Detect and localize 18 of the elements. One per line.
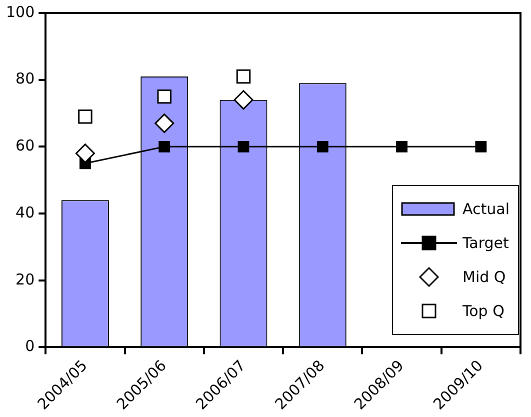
- y-tick-label: 40: [16, 203, 35, 222]
- point: [396, 140, 408, 152]
- point: [157, 89, 172, 104]
- legend-label: Target: [462, 234, 509, 252]
- legend-label: Top Q: [462, 302, 504, 320]
- y-tick-label: 0: [25, 337, 35, 356]
- legend-label: Mid Q: [462, 268, 506, 286]
- point: [158, 140, 170, 152]
- y-tick-label: 60: [16, 136, 35, 155]
- point: [316, 140, 328, 152]
- point: [154, 114, 174, 134]
- point: [234, 90, 254, 110]
- point: [475, 140, 487, 152]
- y-tick-label: 100: [6, 2, 35, 21]
- y-tick-label: 80: [16, 70, 35, 88]
- point: [238, 140, 250, 152]
- legend-label: Actual: [462, 200, 510, 218]
- y-tick-label: 20: [16, 270, 35, 288]
